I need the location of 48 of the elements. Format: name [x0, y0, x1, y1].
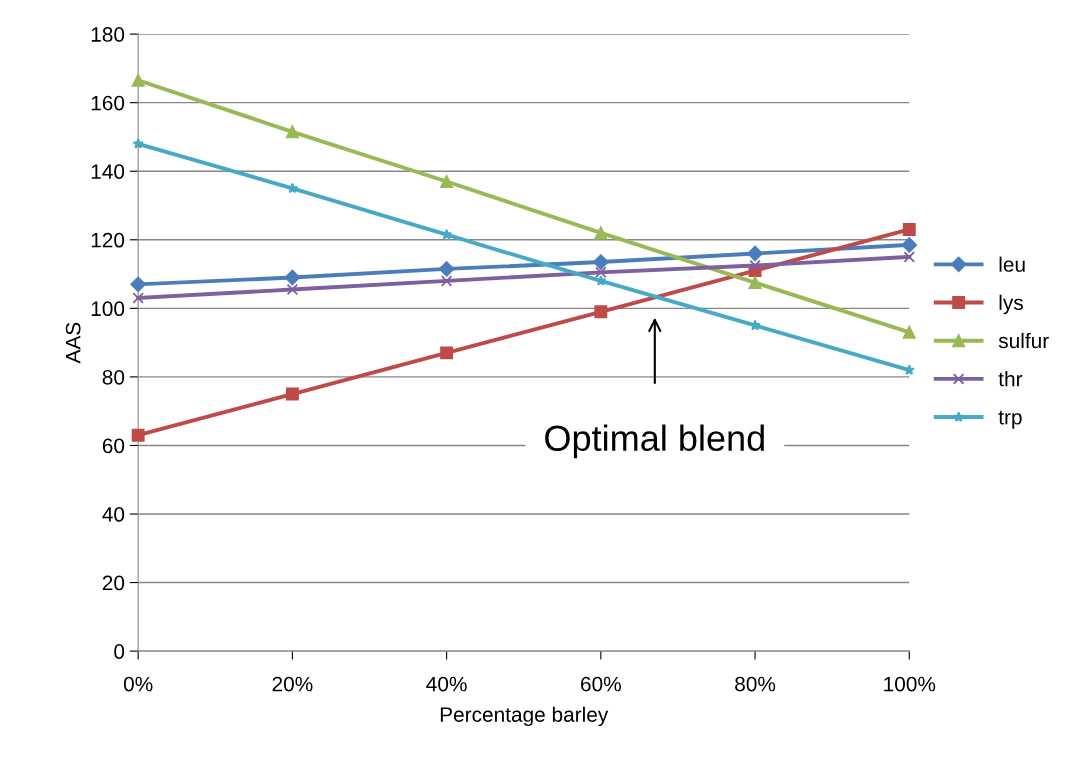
point: [747, 245, 763, 262]
legend-label: lys: [999, 294, 1023, 315]
y-tick-label: 0: [114, 644, 125, 659]
x-tick-label: 40%: [426, 676, 467, 692]
point: [440, 175, 454, 188]
x-tick-label: 80%: [735, 676, 776, 692]
point: [902, 223, 916, 236]
point: [131, 428, 145, 442]
y-tick-label: 100: [91, 301, 125, 317]
y-tick-label: 180: [91, 27, 125, 42]
y-tick-label: 60: [102, 438, 125, 454]
point: [132, 292, 144, 304]
point: [285, 125, 299, 139]
y-tick-label: 80: [102, 369, 125, 385]
point: [902, 325, 916, 339]
annotation: Optimal blend: [545, 424, 764, 459]
point: [132, 138, 144, 149]
point: [131, 73, 145, 87]
x-tick-label: 0%: [123, 676, 153, 692]
point: [748, 276, 762, 290]
legend-label: leu: [999, 256, 1025, 272]
y-tick-label: 40: [102, 507, 125, 522]
x-axis-title: Percentage barley: [440, 706, 609, 727]
point: [594, 305, 608, 319]
legend-label: sulfur: [998, 332, 1049, 349]
y-axis-title: AAS: [65, 322, 81, 364]
legend-label: thr: [998, 371, 1023, 387]
point: [749, 259, 761, 272]
x-tick-label: 20%: [272, 676, 313, 692]
point: [438, 261, 455, 277]
point: [286, 283, 299, 296]
y-tick-label: 160: [91, 95, 125, 111]
x-tick-label: 100%: [884, 676, 936, 692]
point: [440, 275, 453, 287]
point: [130, 276, 146, 293]
legend-label: trp: [998, 410, 1022, 429]
point: [901, 237, 918, 253]
point: [440, 346, 454, 360]
y-tick-label: 20: [102, 575, 125, 591]
point: [903, 251, 916, 263]
point: [593, 254, 609, 270]
y-tick-label: 140: [91, 164, 125, 179]
y-tick-label: 120: [91, 232, 125, 248]
point: [594, 226, 608, 240]
point: [595, 266, 607, 279]
x-tick-label: 60%: [581, 676, 621, 692]
point: [285, 387, 299, 401]
point: [284, 269, 301, 286]
